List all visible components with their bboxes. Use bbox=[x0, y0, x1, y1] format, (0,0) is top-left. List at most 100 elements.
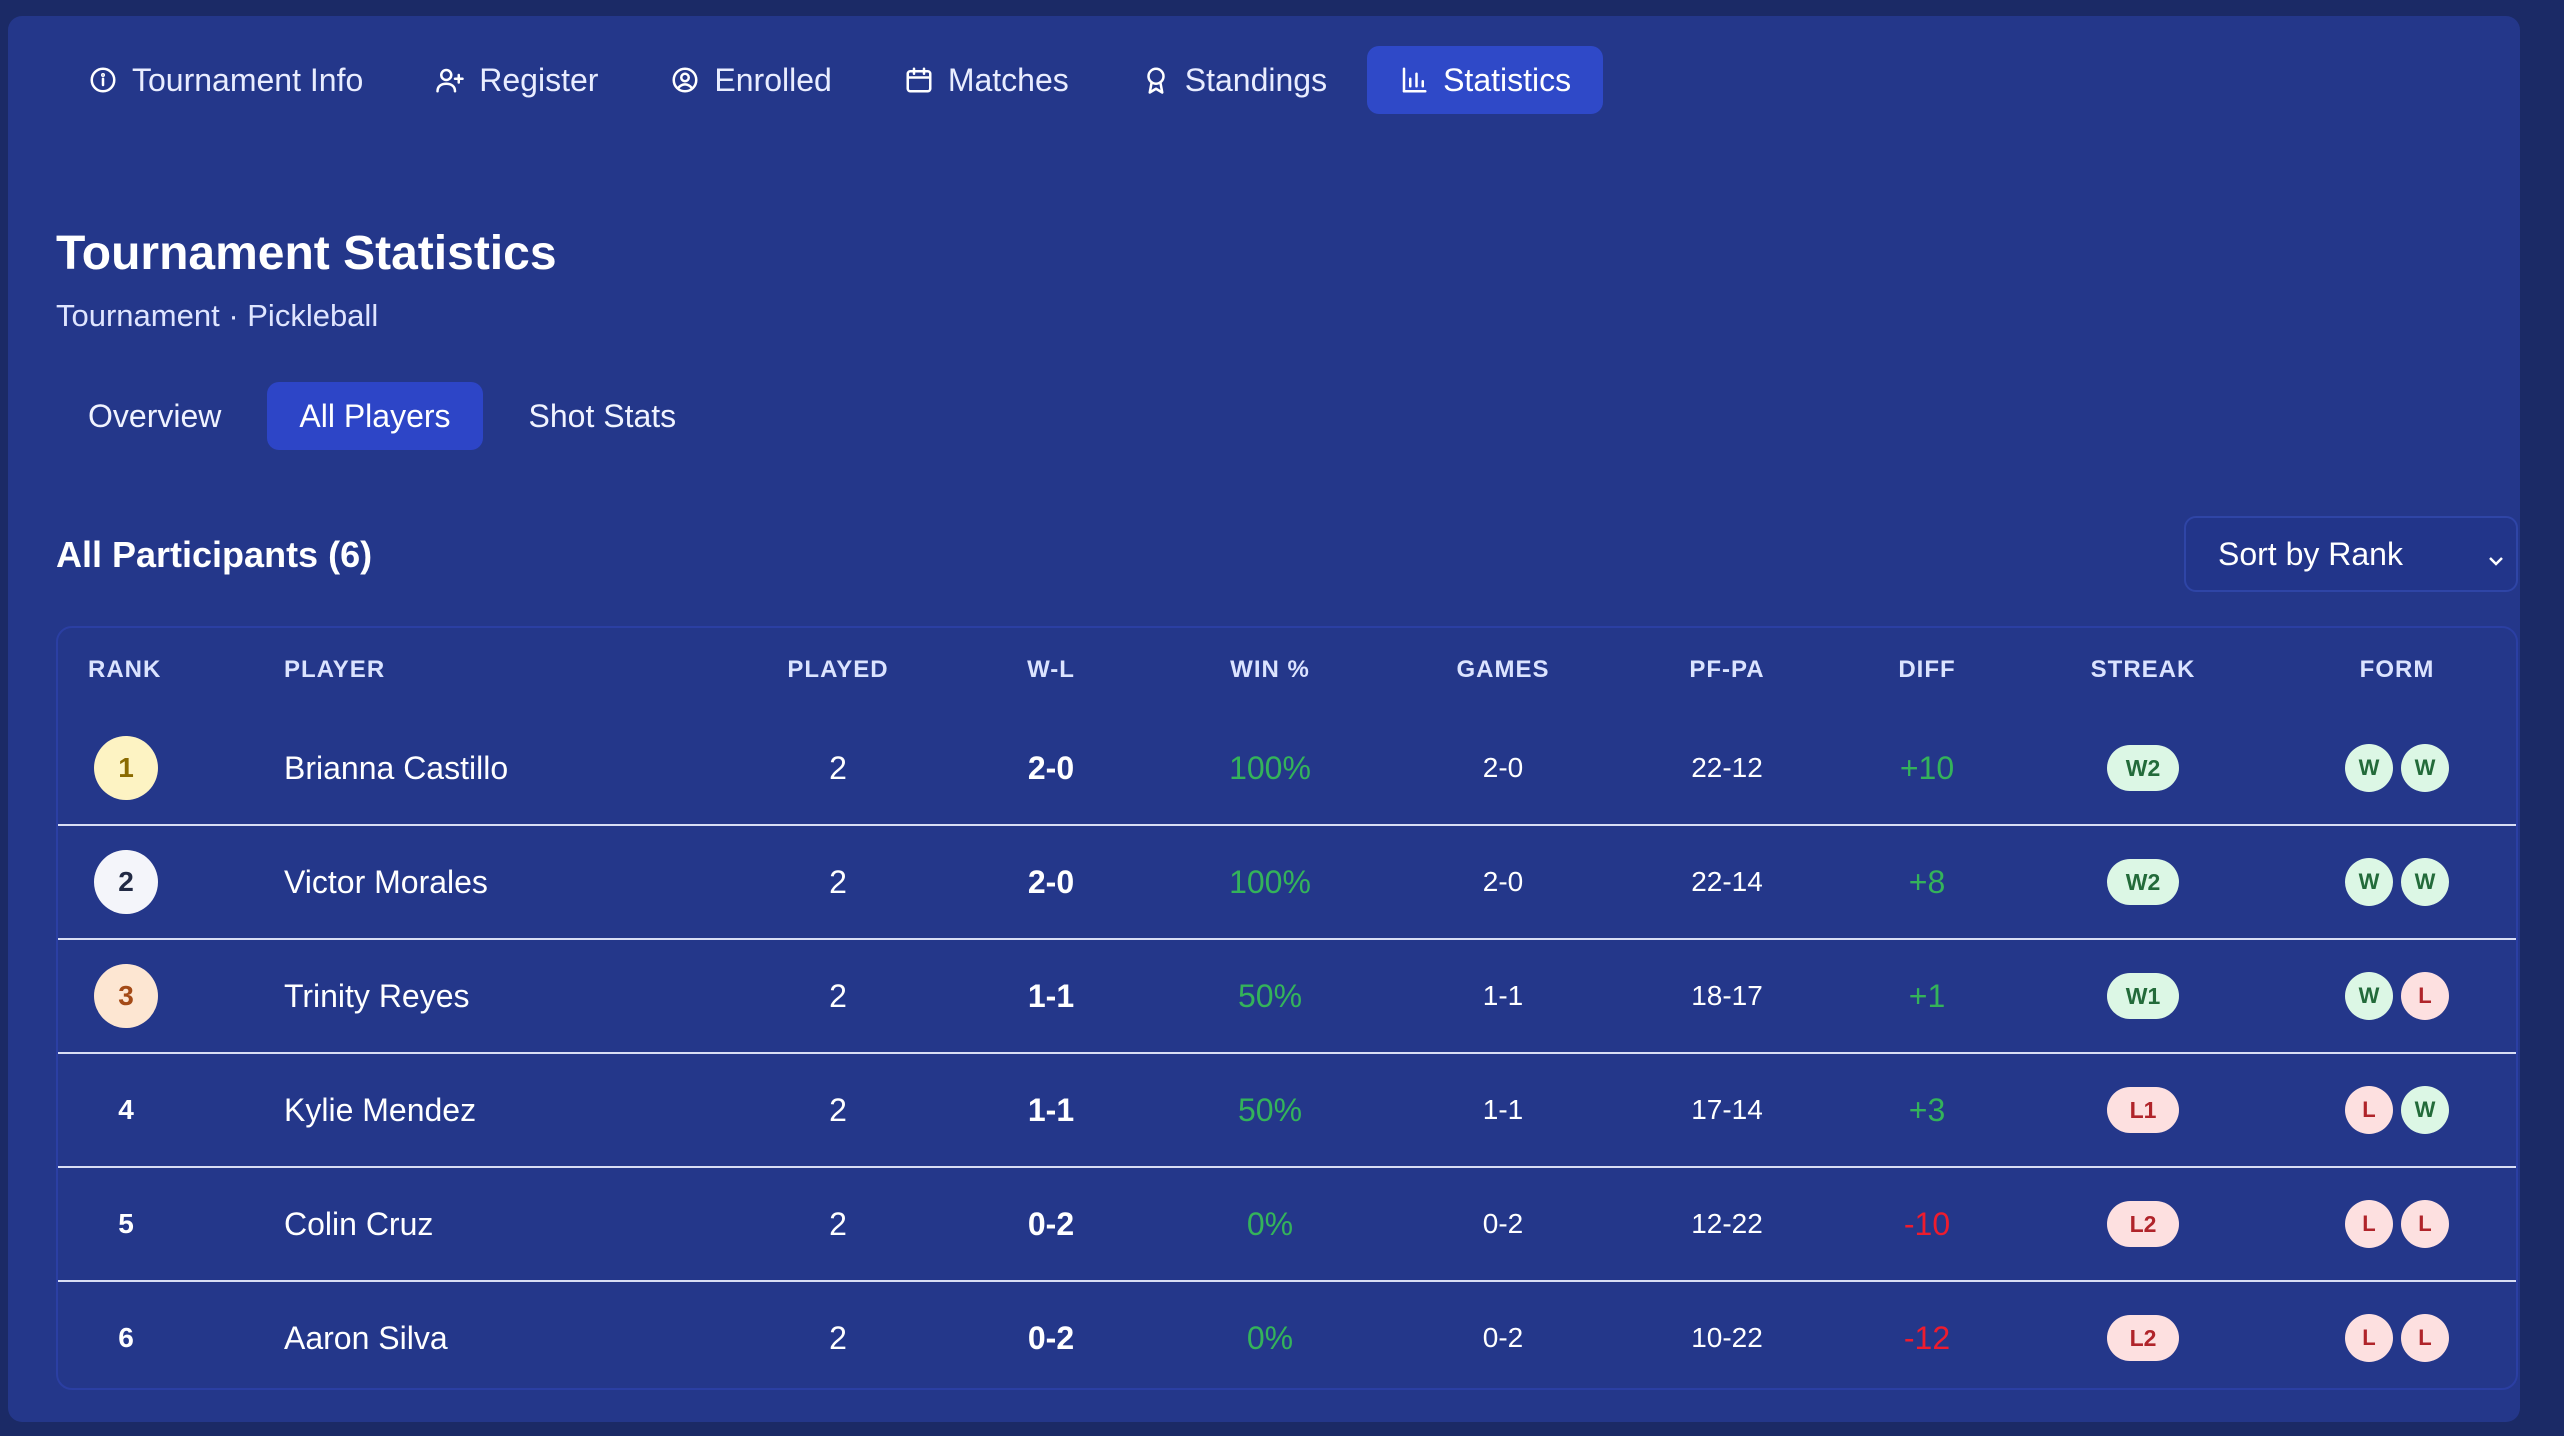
points-for-against: 22-12 bbox=[1691, 752, 1763, 783]
col-pf-pa[interactable]: PF-PA bbox=[1689, 656, 1765, 683]
form-result: L bbox=[2401, 972, 2449, 1020]
point-diff: +1 bbox=[1908, 977, 1946, 1014]
games-record: 2-0 bbox=[1482, 866, 1524, 897]
col-player[interactable]: PLAYER bbox=[284, 656, 386, 683]
player-name[interactable]: Colin Cruz bbox=[284, 1205, 434, 1242]
tab-enrolled[interactable]: Enrolled bbox=[638, 46, 863, 114]
point-diff: +3 bbox=[1908, 1091, 1946, 1128]
win-loss: 1-1 bbox=[1027, 1091, 1075, 1128]
tab-register[interactable]: Register bbox=[403, 46, 630, 114]
col-streak[interactable]: STREAK bbox=[2090, 656, 2196, 683]
streak-badge: W2 bbox=[2107, 745, 2179, 791]
form-result: W bbox=[2345, 858, 2393, 906]
top-nav: Tournament Info Register Enrolled Matche… bbox=[56, 46, 1604, 114]
win-loss: 1-1 bbox=[1027, 977, 1075, 1014]
tab-label: Tournament Info bbox=[132, 61, 364, 98]
col-games[interactable]: GAMES bbox=[1456, 656, 1550, 683]
streak-badge: L2 bbox=[2107, 1315, 2179, 1361]
user-plus-icon bbox=[436, 68, 464, 93]
tab-standings[interactable]: Standings bbox=[1109, 46, 1359, 114]
player-name[interactable]: Victor Morales bbox=[284, 863, 488, 900]
chevron-down-icon bbox=[2484, 544, 2508, 568]
table-row[interactable]: 5 Colin Cruz 2 0-2 0% 0-2 12-22 -10 L2 L L bbox=[58, 1168, 2516, 1282]
played-count: 2 bbox=[829, 1319, 847, 1356]
subtab-shot-stats[interactable]: Shot Stats bbox=[528, 397, 677, 434]
played-count: 2 bbox=[829, 1091, 847, 1128]
streak-badge: W2 bbox=[2107, 859, 2179, 905]
rank-badge: 3 bbox=[94, 964, 158, 1028]
col-played[interactable]: PLAYED bbox=[787, 656, 889, 683]
sort-select[interactable]: Sort by Rank bbox=[2184, 516, 2518, 592]
stats-subtabs: Overview All Players Shot Stats bbox=[56, 382, 708, 450]
point-diff: -12 bbox=[1903, 1319, 1951, 1356]
participants-table: RANK PLAYER PLAYED W-L WIN % GAMES PF-PA… bbox=[56, 626, 2518, 1390]
form-result: L bbox=[2401, 1314, 2449, 1362]
bar-chart-icon bbox=[1402, 67, 1427, 93]
tab-matches[interactable]: Matches bbox=[872, 46, 1101, 114]
calendar-icon bbox=[906, 67, 932, 93]
col-rank[interactable]: RANK bbox=[88, 656, 162, 683]
streak-badge: L1 bbox=[2107, 1087, 2179, 1133]
tab-label: Enrolled bbox=[714, 61, 832, 98]
col-wl[interactable]: W-L bbox=[1027, 656, 1075, 683]
table-row[interactable]: 2 Victor Morales 2 2-0 100% 2-0 22-14 +8 W2 W W bbox=[58, 826, 2516, 940]
user-circle-icon bbox=[672, 67, 698, 93]
player-name[interactable]: Trinity Reyes bbox=[284, 977, 470, 1014]
win-loss: 0-2 bbox=[1027, 1205, 1075, 1242]
form-result: L bbox=[2345, 1314, 2393, 1362]
col-win-pct[interactable]: WIN % bbox=[1230, 656, 1310, 683]
tab-tournament-info[interactable]: Tournament Info bbox=[56, 46, 395, 114]
games-record: 2-0 bbox=[1482, 752, 1524, 783]
page-subtitle: Tournament · Pickleball bbox=[56, 298, 379, 333]
table-row[interactable]: 3 Trinity Reyes 2 1-1 50% 1-1 18-17 +1 W1 W L bbox=[58, 940, 2516, 1054]
tab-statistics[interactable]: Statistics bbox=[1367, 46, 1604, 114]
rank-badge: 4 bbox=[118, 1094, 134, 1125]
form-result: W bbox=[2401, 1086, 2449, 1134]
point-diff: +8 bbox=[1908, 863, 1946, 900]
win-percentage: 50% bbox=[1237, 1091, 1303, 1128]
streak-badge: W1 bbox=[2107, 973, 2179, 1019]
player-name[interactable]: Aaron Silva bbox=[284, 1319, 448, 1356]
points-for-against: 18-17 bbox=[1691, 980, 1763, 1011]
played-count: 2 bbox=[829, 749, 847, 786]
win-percentage: 100% bbox=[1229, 749, 1311, 786]
page-title: Tournament Statistics bbox=[56, 227, 557, 280]
rank-badge: 1 bbox=[94, 736, 158, 800]
games-record: 1-1 bbox=[1482, 980, 1524, 1011]
win-percentage: 0% bbox=[1246, 1319, 1294, 1356]
table-row[interactable]: 6 Aaron Silva 2 0-2 0% 0-2 10-22 -12 L2 L L bbox=[58, 1282, 2516, 1388]
subtab-overview[interactable]: Overview bbox=[88, 397, 222, 434]
col-form[interactable]: FORM bbox=[2359, 656, 2435, 683]
sort-select-value: Sort by Rank bbox=[2218, 535, 2403, 572]
subtab-all-players[interactable]: All Players bbox=[267, 382, 483, 450]
col-diff[interactable]: DIFF bbox=[1898, 656, 1956, 683]
table-row[interactable]: 1 Brianna Castillo 2 2-0 100% 2-0 22-12 +10 W2 W W bbox=[58, 712, 2516, 826]
table-row[interactable]: 4 Kylie Mendez 2 1-1 50% 1-1 17-14 +3 L1 L W bbox=[58, 1054, 2516, 1168]
player-name[interactable]: Brianna Castillo bbox=[284, 749, 509, 786]
games-record: 0-2 bbox=[1482, 1322, 1524, 1353]
win-percentage: 0% bbox=[1246, 1205, 1294, 1242]
tab-label: Register bbox=[479, 61, 599, 98]
section-title: All Participants (6) bbox=[56, 534, 373, 575]
points-for-against: 17-14 bbox=[1691, 1094, 1763, 1125]
player-name[interactable]: Kylie Mendez bbox=[284, 1091, 477, 1128]
form-result: W bbox=[2345, 972, 2393, 1020]
info-icon bbox=[90, 67, 116, 93]
win-loss: 0-2 bbox=[1027, 1319, 1075, 1356]
form-result: W bbox=[2401, 858, 2449, 906]
win-percentage: 100% bbox=[1229, 863, 1311, 900]
rank-badge: 2 bbox=[94, 850, 158, 914]
points-for-against: 22-14 bbox=[1691, 866, 1763, 897]
point-diff: -10 bbox=[1903, 1205, 1951, 1242]
points-for-against: 10-22 bbox=[1691, 1322, 1763, 1353]
form-result: L bbox=[2345, 1086, 2393, 1134]
played-count: 2 bbox=[829, 1205, 847, 1242]
points-for-against: 12-22 bbox=[1691, 1208, 1763, 1239]
tab-label: Standings bbox=[1184, 61, 1328, 98]
played-count: 2 bbox=[829, 977, 847, 1014]
